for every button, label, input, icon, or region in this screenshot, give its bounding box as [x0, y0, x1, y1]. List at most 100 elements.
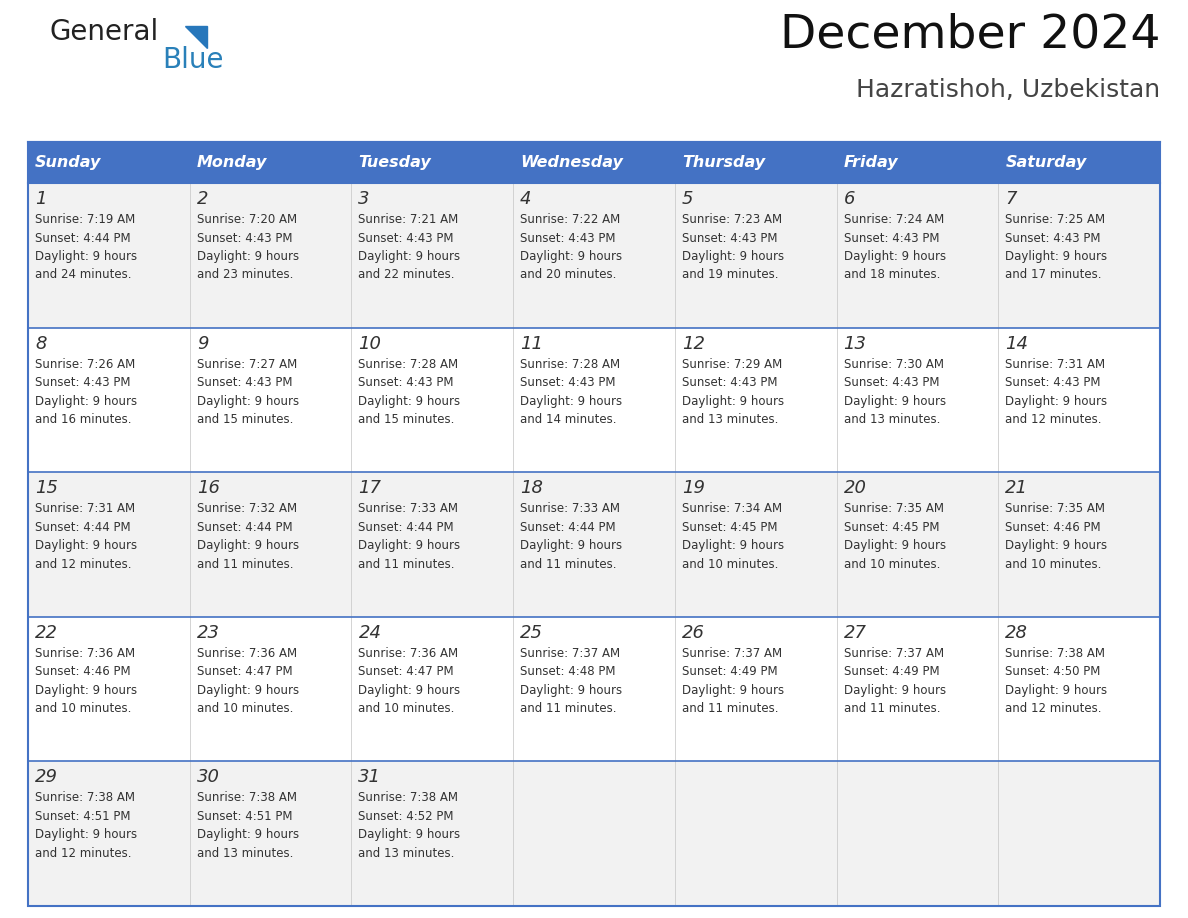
Text: and 10 minutes.: and 10 minutes. [359, 702, 455, 715]
Text: Daylight: 9 hours: Daylight: 9 hours [682, 684, 784, 697]
Text: Sunrise: 7:38 AM: Sunrise: 7:38 AM [359, 791, 459, 804]
Text: and 14 minutes.: and 14 minutes. [520, 413, 617, 426]
Text: Daylight: 9 hours: Daylight: 9 hours [197, 250, 299, 263]
Text: 8: 8 [34, 334, 46, 353]
Bar [29, 328, 190, 472]
Text: and 10 minutes.: and 10 minutes. [1005, 558, 1101, 571]
Text: and 19 minutes.: and 19 minutes. [682, 268, 778, 282]
Text: 19: 19 [682, 479, 704, 498]
Text: 12: 12 [682, 334, 704, 353]
Text: Daylight: 9 hours: Daylight: 9 hours [359, 684, 461, 697]
Text: Sunrise: 7:28 AM: Sunrise: 7:28 AM [520, 358, 620, 371]
Text: Sunset: 4:49 PM: Sunset: 4:49 PM [843, 666, 940, 678]
Text: Daylight: 9 hours: Daylight: 9 hours [520, 539, 623, 553]
Text: Sunset: 4:46 PM: Sunset: 4:46 PM [34, 666, 131, 678]
Bar [998, 183, 1159, 328]
Text: and 13 minutes.: and 13 minutes. [359, 847, 455, 860]
Text: Sunrise: 7:37 AM: Sunrise: 7:37 AM [843, 647, 943, 660]
Bar [675, 328, 836, 472]
Text: Sunrise: 7:35 AM: Sunrise: 7:35 AM [843, 502, 943, 515]
Text: Sunset: 4:49 PM: Sunset: 4:49 PM [682, 666, 777, 678]
Bar [352, 183, 513, 328]
Bar [190, 617, 352, 761]
Text: Sunrise: 7:35 AM: Sunrise: 7:35 AM [1005, 502, 1105, 515]
Text: Sunrise: 7:33 AM: Sunrise: 7:33 AM [520, 502, 620, 515]
Text: Sunrise: 7:32 AM: Sunrise: 7:32 AM [197, 502, 297, 515]
Text: Daylight: 9 hours: Daylight: 9 hours [197, 395, 299, 408]
Bar [29, 183, 190, 328]
Text: Daylight: 9 hours: Daylight: 9 hours [843, 684, 946, 697]
Bar [513, 183, 675, 328]
Text: and 10 minutes.: and 10 minutes. [34, 702, 132, 715]
Text: 13: 13 [843, 334, 866, 353]
Text: Daylight: 9 hours: Daylight: 9 hours [682, 539, 784, 553]
Text: 6: 6 [843, 190, 855, 208]
Bar [998, 472, 1159, 617]
Text: 22: 22 [34, 624, 58, 642]
Text: Daylight: 9 hours: Daylight: 9 hours [843, 395, 946, 408]
Text: Sunrise: 7:28 AM: Sunrise: 7:28 AM [359, 358, 459, 371]
Bar [513, 472, 675, 617]
Text: Monday: Monday [197, 155, 267, 170]
Bar [190, 472, 352, 617]
Bar [352, 472, 513, 617]
Text: Daylight: 9 hours: Daylight: 9 hours [197, 684, 299, 697]
Text: Sunset: 4:43 PM: Sunset: 4:43 PM [520, 376, 615, 389]
Text: Sunrise: 7:31 AM: Sunrise: 7:31 AM [34, 502, 135, 515]
Text: and 15 minutes.: and 15 minutes. [197, 413, 293, 426]
Bar [836, 761, 998, 906]
Bar [998, 328, 1159, 472]
Text: Sunset: 4:43 PM: Sunset: 4:43 PM [520, 231, 615, 244]
Text: Sunset: 4:51 PM: Sunset: 4:51 PM [197, 810, 292, 823]
Text: Sunday: Sunday [34, 155, 101, 170]
Bar [836, 328, 998, 472]
Polygon shape [185, 26, 207, 48]
Text: Daylight: 9 hours: Daylight: 9 hours [34, 828, 137, 842]
Text: 10: 10 [359, 334, 381, 353]
Text: 29: 29 [34, 768, 58, 787]
Text: Hazratishoh, Uzbekistan: Hazratishoh, Uzbekistan [855, 78, 1159, 102]
Text: Sunrise: 7:23 AM: Sunrise: 7:23 AM [682, 213, 782, 226]
Text: Saturday: Saturday [1005, 155, 1087, 170]
Text: and 13 minutes.: and 13 minutes. [682, 413, 778, 426]
Bar [29, 617, 190, 761]
Bar [190, 761, 352, 906]
Text: and 18 minutes.: and 18 minutes. [843, 268, 940, 282]
Text: December 2024: December 2024 [779, 12, 1159, 57]
Text: Sunrise: 7:37 AM: Sunrise: 7:37 AM [520, 647, 620, 660]
Text: Sunrise: 7:26 AM: Sunrise: 7:26 AM [34, 358, 135, 371]
Text: Daylight: 9 hours: Daylight: 9 hours [197, 539, 299, 553]
Text: 7: 7 [1005, 190, 1017, 208]
Text: Sunset: 4:44 PM: Sunset: 4:44 PM [359, 521, 454, 533]
Text: Sunrise: 7:22 AM: Sunrise: 7:22 AM [520, 213, 620, 226]
Text: Friday: Friday [843, 155, 898, 170]
Text: 14: 14 [1005, 334, 1029, 353]
Bar [836, 617, 998, 761]
Text: Sunrise: 7:38 AM: Sunrise: 7:38 AM [197, 791, 297, 804]
Text: Daylight: 9 hours: Daylight: 9 hours [359, 395, 461, 408]
Bar [675, 472, 836, 617]
Text: Daylight: 9 hours: Daylight: 9 hours [197, 828, 299, 842]
Bar [836, 183, 998, 328]
Bar [190, 328, 352, 472]
Text: Daylight: 9 hours: Daylight: 9 hours [682, 250, 784, 263]
Text: and 24 minutes.: and 24 minutes. [34, 268, 132, 282]
Text: Daylight: 9 hours: Daylight: 9 hours [1005, 539, 1107, 553]
Bar [352, 142, 513, 183]
Text: Thursday: Thursday [682, 155, 765, 170]
Text: Sunrise: 7:20 AM: Sunrise: 7:20 AM [197, 213, 297, 226]
Text: Daylight: 9 hours: Daylight: 9 hours [1005, 684, 1107, 697]
Text: 23: 23 [197, 624, 220, 642]
Text: Sunrise: 7:36 AM: Sunrise: 7:36 AM [34, 647, 135, 660]
Text: Daylight: 9 hours: Daylight: 9 hours [34, 539, 137, 553]
Text: 5: 5 [682, 190, 694, 208]
Text: Daylight: 9 hours: Daylight: 9 hours [359, 828, 461, 842]
Text: Wednesday: Wednesday [520, 155, 623, 170]
Text: 2: 2 [197, 190, 208, 208]
Text: Sunset: 4:45 PM: Sunset: 4:45 PM [682, 521, 777, 533]
Text: and 11 minutes.: and 11 minutes. [682, 702, 778, 715]
Text: 26: 26 [682, 624, 704, 642]
Text: Daylight: 9 hours: Daylight: 9 hours [359, 250, 461, 263]
Text: 15: 15 [34, 479, 58, 498]
Text: Sunset: 4:43 PM: Sunset: 4:43 PM [843, 231, 939, 244]
